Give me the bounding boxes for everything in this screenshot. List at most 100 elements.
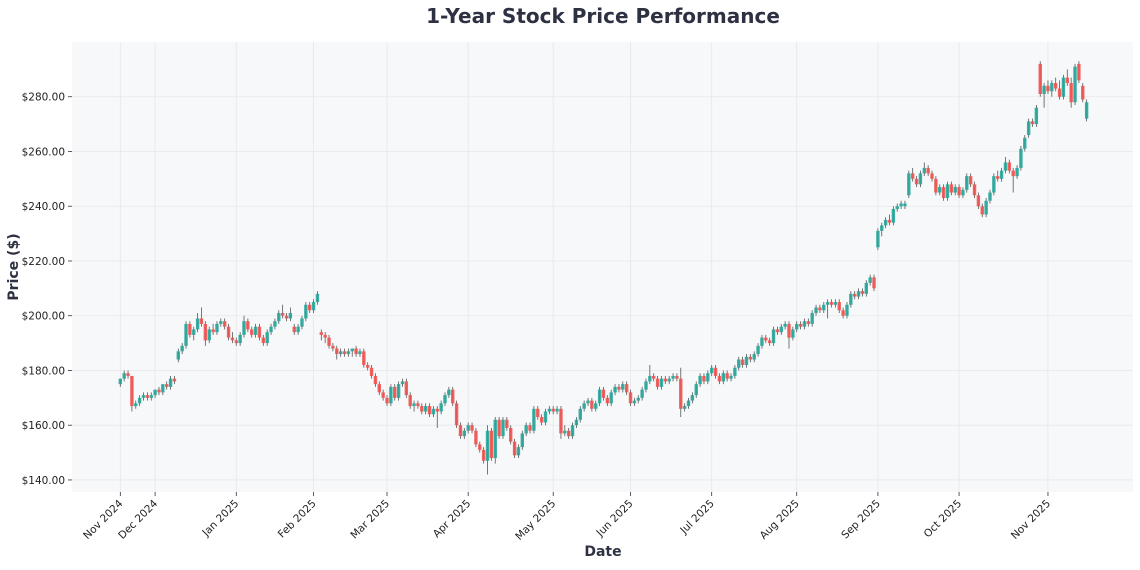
candle-body-up xyxy=(918,173,923,185)
candle-body-up xyxy=(296,326,300,333)
candle-body-up xyxy=(431,408,436,415)
candle-body-up xyxy=(137,397,142,404)
candle-body-down xyxy=(365,364,370,368)
candle-body-up xyxy=(311,302,316,311)
candle-body-up xyxy=(945,184,950,199)
candle-body-down xyxy=(157,389,161,393)
candle-body-down xyxy=(740,359,745,365)
candle-body-up xyxy=(594,403,598,409)
candle-body-up xyxy=(524,425,528,434)
candle-body-down xyxy=(853,293,857,297)
candle-body-down xyxy=(481,449,486,461)
candle-body-up xyxy=(400,381,405,385)
candle-body-up xyxy=(864,282,869,294)
candle-body-up xyxy=(586,400,590,404)
candle-body-up xyxy=(358,351,362,355)
candle-body-up xyxy=(493,419,497,459)
candle-body-down xyxy=(787,323,791,338)
candle-body-up xyxy=(447,389,451,396)
candle-body-up xyxy=(849,293,853,305)
candle-body-down xyxy=(342,351,347,355)
candle-body-up xyxy=(938,187,942,193)
candle-body-down xyxy=(941,187,946,199)
grid-lines xyxy=(72,42,1133,492)
candle-body-up xyxy=(1019,148,1023,168)
candle-body-up xyxy=(845,304,849,316)
candle-body-up xyxy=(253,326,258,335)
candle-body-down xyxy=(1038,63,1042,95)
candle-body-up xyxy=(122,373,126,379)
x-tick-label: Jun 2025 xyxy=(594,498,636,540)
candle-body-down xyxy=(860,291,865,294)
candle-body-up xyxy=(868,277,872,283)
candle-body-up xyxy=(814,307,818,313)
candle-body-down xyxy=(393,386,397,398)
candle-body-down xyxy=(435,408,439,412)
candle-body-up xyxy=(690,395,695,401)
candle-body-down xyxy=(416,403,420,407)
candle-body-up xyxy=(242,321,246,335)
candle-body-down xyxy=(1081,85,1085,100)
candle-body-down xyxy=(914,178,919,185)
candle-body-down xyxy=(617,386,621,390)
candle-body-up xyxy=(582,403,586,409)
candle-body-down xyxy=(335,348,339,355)
candle-body-up xyxy=(547,408,552,412)
candle-body-down xyxy=(536,408,540,417)
candle-body-down xyxy=(261,337,266,344)
candle-body-up xyxy=(543,411,548,423)
candle-body-down xyxy=(837,302,841,311)
candle-body-up xyxy=(640,389,644,398)
candle-body-down xyxy=(199,318,204,324)
candle-body-up xyxy=(682,406,687,409)
candle-body-up xyxy=(880,225,884,231)
candle-body-up xyxy=(721,373,725,382)
candle-body-down xyxy=(257,326,262,338)
candle-body-down xyxy=(775,329,780,333)
candle-body-down xyxy=(748,356,753,360)
candle-body-down xyxy=(764,337,768,341)
candle-body-up xyxy=(903,203,907,207)
candle-body-up xyxy=(953,187,957,193)
candle-body-down xyxy=(404,381,409,396)
candle-body-up xyxy=(1050,83,1054,92)
candle-body-up xyxy=(520,433,524,448)
candle-body-up xyxy=(215,323,219,333)
x-tick-label: Feb 2025 xyxy=(276,498,319,541)
candle-body-up xyxy=(597,389,602,404)
candle-body-down xyxy=(130,375,134,407)
candle-body-down xyxy=(308,304,312,311)
candle-body-up xyxy=(686,400,691,407)
candle-body-down xyxy=(369,367,374,376)
candle-body-down xyxy=(934,178,938,193)
candle-body-down xyxy=(478,444,482,450)
candle-body-down xyxy=(887,219,892,223)
x-tick-label: Nov 2025 xyxy=(1009,498,1053,542)
candle-body-down xyxy=(1057,88,1062,97)
candle-body-up xyxy=(439,403,443,412)
candle-body-down xyxy=(725,373,729,379)
x-tick-label: Apr 2025 xyxy=(431,498,474,541)
candle-body-up xyxy=(659,378,664,387)
candle-body-up xyxy=(1084,102,1089,119)
candle-body-up xyxy=(501,419,505,437)
candle-body-down xyxy=(246,321,250,330)
candle-body-up xyxy=(644,381,648,390)
candle-body-up xyxy=(192,329,196,335)
candle-body-down xyxy=(497,419,501,437)
candle-body-down xyxy=(230,337,235,341)
candle-body-up xyxy=(856,291,861,297)
candle-body-up xyxy=(756,345,760,355)
candle-body-down xyxy=(373,375,378,385)
candle-body-up xyxy=(833,302,838,305)
candle-body-up xyxy=(563,430,567,434)
candle-body-down xyxy=(454,403,459,426)
candle-body-down xyxy=(164,384,169,387)
y-tick-label: $260.00 xyxy=(22,146,65,158)
candle-body-up xyxy=(667,378,671,382)
candle-body-up xyxy=(698,375,702,385)
candle-body-down xyxy=(292,326,296,333)
candle-body-up xyxy=(883,219,888,226)
candle-body-up xyxy=(288,312,293,319)
